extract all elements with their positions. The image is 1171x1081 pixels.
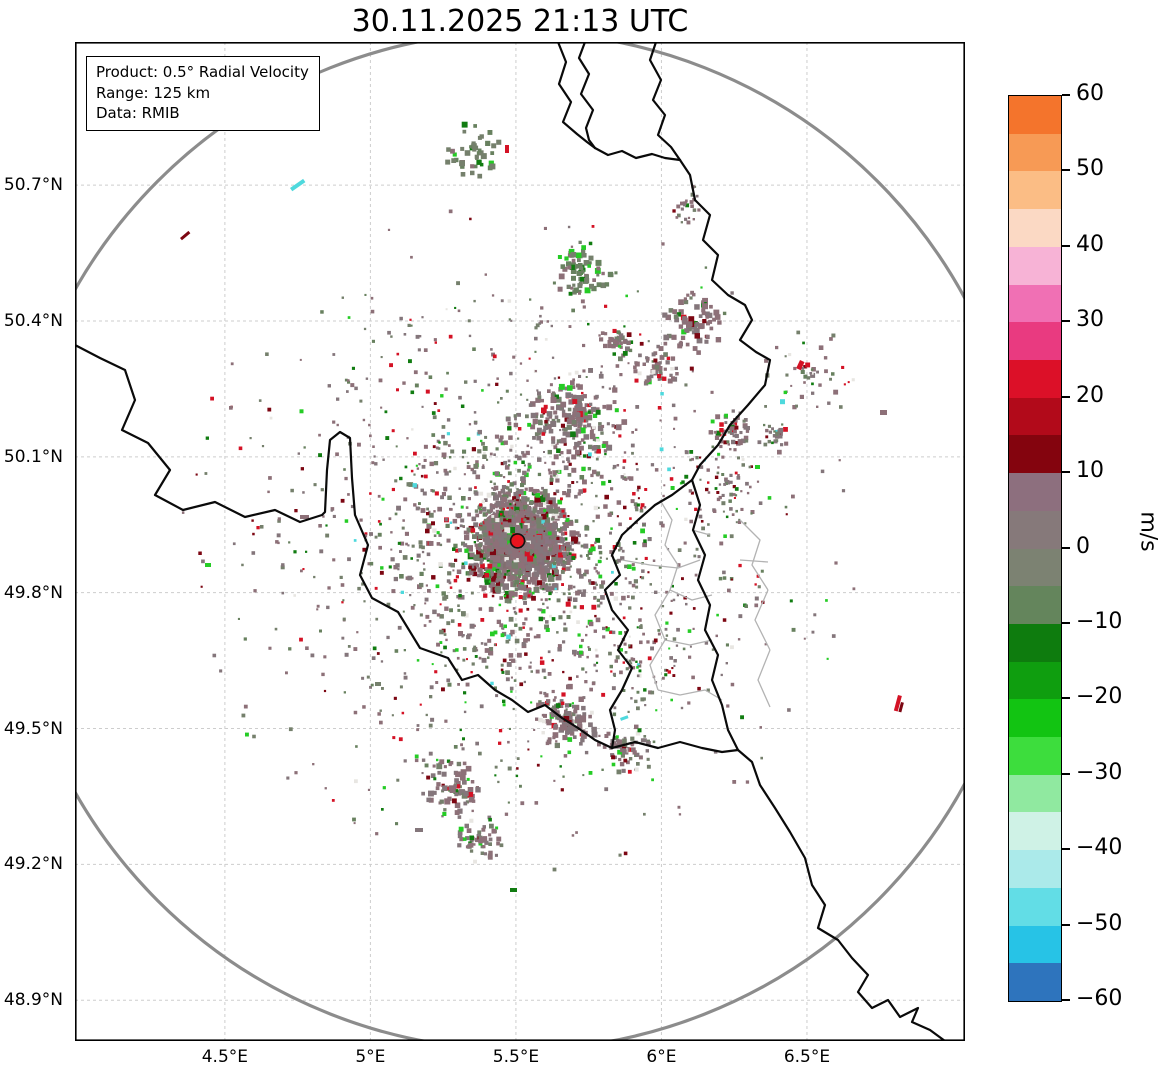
colorbar-tick-mark (1062, 848, 1070, 851)
y-axis-tick-label: 49.5°N (3, 718, 63, 739)
colorbar-tick-mark (1062, 621, 1070, 624)
radar-site-marker (509, 533, 526, 549)
colorbar-band (1009, 699, 1061, 738)
colorbar-band (1009, 284, 1061, 323)
colorbar-band (1009, 774, 1061, 813)
colorbar-tick-mark (1062, 320, 1070, 323)
colorbar-band (1009, 133, 1061, 172)
x-axis-tick-label: 6°E (646, 1047, 677, 1067)
colorbar-band (1009, 812, 1061, 851)
plot-frame (75, 42, 965, 1041)
colorbar-band (1009, 171, 1061, 210)
colorbar-band (1009, 209, 1061, 248)
colorbar-tick-label: −50 (1076, 910, 1123, 936)
colorbar-tick-label: 50 (1076, 156, 1104, 182)
y-axis-tick-label: 49.8°N (3, 582, 63, 603)
colorbar-band (1009, 737, 1061, 776)
colorbar-tick-label: 10 (1076, 458, 1104, 484)
radar-echoes (180, 121, 904, 892)
national-borders (75, 42, 947, 1041)
info-product: Product: 0.5° Radial Velocity (96, 63, 309, 81)
x-axis-tick-label: 5°E (355, 1047, 386, 1067)
colorbar: 60 50 40 30 20 10 0 −10 −20 −30 −40 −50 −60 m/s (1008, 81, 1171, 1011)
colorbar-band (1009, 623, 1061, 663)
y-axis: 50.7°N 50.4°N 50.1°N 49.8°N 49.5°N 49.2°N 48.9… (0, 42, 69, 1041)
colorbar-tick-label: −60 (1076, 986, 1123, 1011)
colorbar-band (1009, 359, 1061, 399)
radar-map-canvas (75, 42, 965, 1041)
colorbar-band (1009, 963, 1061, 1002)
colorbar-band (1009, 322, 1061, 361)
colorbar-unit-label: m/s (1135, 511, 1161, 552)
map-plot: Product: 0.5° Radial Velocity Range: 125… (75, 42, 965, 1041)
colorbar-band (1009, 510, 1061, 549)
colorbar-tick-mark (1062, 546, 1070, 549)
x-axis-tick-label: 5.5°E (492, 1047, 540, 1067)
colorbar-tick-label: 0 (1076, 533, 1090, 559)
colorbar-band (1009, 887, 1061, 927)
colorbar-band (1009, 473, 1061, 512)
colorbar-tick-mark (1062, 772, 1070, 775)
colorbar-band (1009, 850, 1061, 889)
y-axis-tick-label: 49.2°N (3, 854, 63, 875)
info-range: Range: 125 km (96, 83, 211, 102)
colorbar-tick-mark (1062, 169, 1070, 172)
colorbar-tick-mark (1062, 395, 1070, 398)
colorbar-tick-mark (1062, 923, 1070, 926)
colorbar-band (1009, 96, 1061, 135)
regional-borders (621, 499, 771, 708)
colorbar-tick-label: −30 (1076, 759, 1123, 785)
colorbar-tick-label: 20 (1076, 382, 1104, 408)
colorbar-tick-label: 30 (1076, 307, 1104, 333)
y-axis-tick-label: 50.1°N (3, 446, 63, 467)
colorbar-tick-label: 40 (1076, 231, 1104, 257)
colorbar-gradient (1008, 95, 1062, 1002)
x-axis: 4.5°E 5°E 5.5°E 6°E 6.5°E (75, 1047, 965, 1075)
colorbar-band (1009, 246, 1061, 285)
x-axis-tick-label: 4.5°E (201, 1047, 249, 1067)
colorbar-band (1009, 548, 1061, 587)
y-axis-tick-label: 50.7°N (3, 175, 63, 196)
colorbar-band (1009, 925, 1061, 964)
colorbar-tick-label: −20 (1076, 684, 1123, 710)
colorbar-band (1009, 435, 1061, 474)
colorbar-band (1009, 586, 1061, 625)
info-data-source: Data: RMIB (96, 104, 180, 123)
product-info-box: Product: 0.5° Radial Velocity Range: 125… (86, 56, 320, 132)
figure-title: 30.11.2025 21:13 UTC (351, 4, 689, 39)
colorbar-tick-mark (1062, 94, 1070, 96)
colorbar-tick-mark (1062, 999, 1070, 1001)
colorbar-tick-label: −40 (1076, 835, 1123, 861)
y-axis-tick-label: 50.4°N (3, 310, 63, 331)
colorbar-tick-mark (1062, 471, 1070, 474)
colorbar-tick-mark (1062, 697, 1070, 700)
colorbar-band (1009, 661, 1061, 700)
y-axis-tick-label: 48.9°N (3, 990, 63, 1011)
colorbar-tick-label: −10 (1076, 608, 1123, 634)
colorbar-band (1009, 397, 1061, 436)
colorbar-tick-label: 60 (1076, 81, 1104, 106)
colorbar-tick-mark (1062, 244, 1070, 247)
x-axis-tick-label: 6.5°E (783, 1047, 831, 1067)
